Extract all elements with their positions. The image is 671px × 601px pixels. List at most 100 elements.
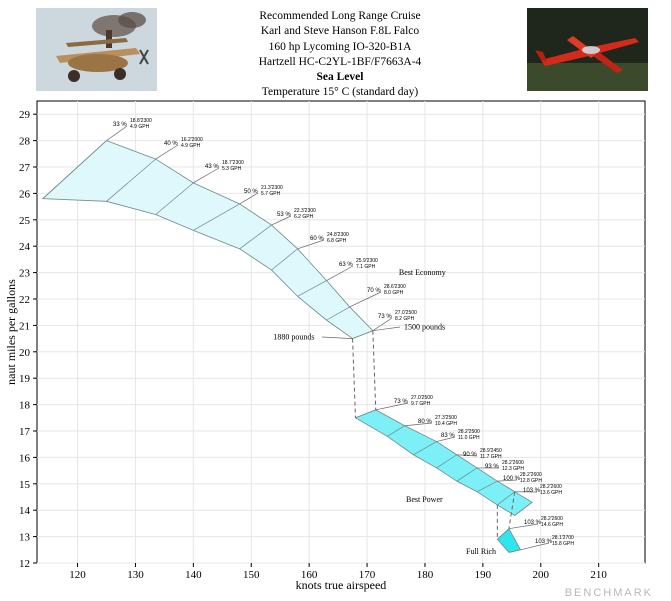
series [41, 140, 533, 553]
manifold-rpm-label: 28.1'2700 [552, 535, 574, 541]
y-tick-label: 21 [19, 320, 30, 332]
axes: 120 130 140 150 160 170 180 190 200 210 12 13 14 15 16… [4, 109, 607, 592]
leader-line [404, 422, 433, 427]
series-divider [387, 425, 405, 437]
series-divider [436, 454, 458, 469]
leader-line [375, 402, 409, 411]
fuel-flow-label: 11.0 GPH [458, 435, 480, 441]
percent-power-label: 73 % [378, 314, 392, 320]
fuel-flow-label: 10.4 GPH [435, 421, 457, 427]
title-line-4: Hartzell HC-C2YL-1BF/F7663A-4 [258, 55, 422, 68]
y-tick-label: 25 [19, 215, 31, 227]
percent-power-label: 80 % [418, 419, 432, 425]
fuel-flow-label: 12.8 GPH [520, 478, 542, 484]
y-tick-label: 18 [19, 400, 31, 412]
manifold-rpm-label: 28.2'2600 [540, 484, 562, 490]
percent-power-label: 90 % [463, 452, 477, 458]
leader-line [372, 317, 393, 331]
manifold-rpm-label: 28.2'2600 [541, 516, 563, 522]
percent-power-label: 100 % [503, 476, 521, 482]
connectors [352, 330, 516, 540]
leader-line [326, 265, 354, 281]
y-tick-label: 27 [19, 162, 31, 174]
y-tick-label: 22 [19, 294, 30, 306]
manifold-rpm-label: 28.2'2600 [520, 472, 542, 478]
series-divider [355, 409, 376, 419]
x-tick-label: 180 [417, 569, 434, 581]
manifold-rpm-label: 27.0'2500 [411, 395, 433, 401]
series-divider [155, 182, 194, 215]
fuel-flow-label: 6.2 GPH [294, 214, 314, 220]
y-tick-label: 24 [19, 241, 31, 253]
percent-power-label: 73 % [394, 399, 408, 405]
leader-line [106, 125, 128, 141]
series-divider [514, 502, 533, 516]
x-tick-label: 170 [359, 569, 376, 581]
manifold-rpm-label: 25.9'2300 [356, 258, 378, 264]
annotation-label: Best Power [406, 495, 443, 504]
annotation-label: Best Economy [399, 268, 446, 277]
percent-power-label: 63 % [339, 262, 353, 268]
manifold-rpm-label: 27.3'2500 [435, 415, 457, 421]
percent-power-label: 83 % [441, 433, 455, 439]
x-tick-label: 200 [533, 569, 550, 581]
fuel-flow-label: 14.6 GPH [541, 522, 563, 528]
manifold-rpm-label: 18.7'2300 [222, 160, 244, 166]
title-line-2: Karl and Steve Hanson F.8L Falco [260, 25, 420, 38]
percent-power-label: 43 % [205, 164, 219, 170]
manifold-rpm-label: 27.0'2500 [395, 310, 417, 316]
fuel-flow-label: 4.9 GPH [130, 124, 150, 130]
y-tick-label: 29 [19, 109, 31, 121]
connector-line [372, 330, 377, 410]
y-tick-label: 16 [19, 452, 31, 464]
leader-line [497, 479, 518, 482]
annotation-label: 1880 pounds [273, 333, 314, 342]
y-tick-label: 26 [19, 188, 31, 200]
y-tick-label: 12 [19, 558, 30, 570]
series-divider [326, 306, 350, 321]
y-tick-label: 28 [19, 136, 31, 148]
fuel-flow-label: 11.7 GPH [480, 454, 502, 460]
leader-line [297, 239, 325, 250]
leader-line [436, 436, 456, 442]
leader-line [349, 291, 382, 308]
annotation-leader [372, 326, 401, 332]
percent-power-label: 33 % [113, 122, 127, 128]
series-divider [456, 467, 478, 482]
series-divider [42, 140, 107, 199]
y-axis-label: naut miles per gallons [4, 279, 18, 385]
y-tick-label: 20 [19, 347, 31, 359]
series-divider [193, 203, 240, 231]
title-line-1: Recommended Long Range Cruise [259, 10, 421, 22]
y-tick-label: 14 [19, 505, 31, 517]
annotation-label: Full Rich [466, 547, 496, 556]
fuel-flow-label: 7.1 GPH [356, 264, 376, 270]
leader-line [456, 454, 478, 457]
red-airplane-illustration [527, 8, 648, 91]
fuel-flow-label: 6.8 GPH [327, 238, 347, 244]
title-line-3: 160 hp Lycoming IO-320-B1A [268, 40, 412, 53]
y-tick-label: 15 [19, 479, 31, 491]
manifold-rpm-label: 28.2'2500 [458, 429, 480, 435]
vintage-airplane-illustration [36, 8, 157, 91]
connector-line [508, 491, 516, 529]
manifold-rpm-label: 22.3'2300 [294, 208, 316, 214]
x-tick-label: 150 [243, 569, 260, 581]
fuel-flow-label: 13.6 GPH [540, 490, 562, 496]
leader-line [155, 144, 179, 160]
percent-power-label: 70 % [367, 288, 381, 294]
annotations: Best Economy 1880 pounds 1500 pounds Best P… [273, 268, 496, 556]
series-divider [297, 280, 327, 297]
title-line-6: Temperature 15° C (standard day) [261, 86, 419, 99]
series-divider [239, 224, 272, 250]
red-falco-airplane-photo [527, 8, 648, 91]
vintage-airplane-photo [36, 8, 157, 91]
manifold-rpm-label: 21.3'2300 [261, 185, 283, 191]
annotation-leader [321, 336, 353, 339]
series-divider [413, 441, 437, 456]
leader-line [239, 192, 259, 205]
percent-power-label: 103 % [524, 520, 542, 526]
series-divider [497, 528, 510, 540]
